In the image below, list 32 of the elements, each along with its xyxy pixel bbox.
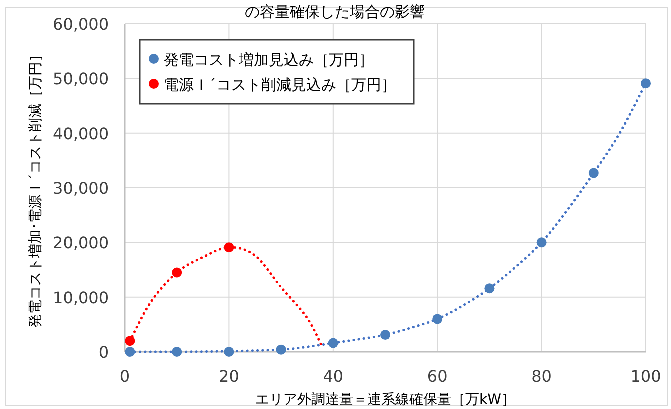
x-tick-label: 40 <box>323 367 344 386</box>
x-axis-title: エリア外調達量＝連系線確保量［万kW］ <box>256 392 516 408</box>
point <box>125 336 136 346</box>
point <box>536 238 547 248</box>
chart-title: の容量確保した場合の影響 <box>245 3 425 21</box>
point <box>484 284 495 294</box>
x-tick-label: 60 <box>427 367 448 386</box>
x-tick-label: 100 <box>630 367 662 386</box>
x-tick-label: 20 <box>219 367 240 386</box>
y-axis-title: 発電コスト増加･電源Ｉ´コスト削減［万円］ <box>27 48 44 328</box>
point <box>172 268 182 278</box>
point <box>276 344 286 355</box>
x-tick-label: 0 <box>120 367 130 386</box>
point <box>224 347 234 357</box>
point <box>432 314 443 324</box>
y-tick-label: 30,000 <box>53 179 109 198</box>
x-tick-label: 80 <box>532 367 552 386</box>
point <box>224 242 234 253</box>
legend-label: 電源Ｉ´コスト削減見込み［万円］ <box>164 76 396 94</box>
y-tick-label: 60,000 <box>53 15 109 34</box>
y-tick-label: 20,000 <box>53 234 109 253</box>
y-tick-label: 0 <box>98 343 109 362</box>
point <box>125 347 136 357</box>
y-tick-label: 50,000 <box>53 70 109 89</box>
point <box>588 168 599 178</box>
point <box>641 78 651 89</box>
y-tick-label: 40,000 <box>53 124 109 144</box>
y-tick-label: 10,000 <box>53 288 109 308</box>
point <box>172 347 182 357</box>
point <box>328 338 338 348</box>
point <box>380 330 390 340</box>
legend-label: 発電コスト増加見込み［万円］ <box>164 51 374 69</box>
